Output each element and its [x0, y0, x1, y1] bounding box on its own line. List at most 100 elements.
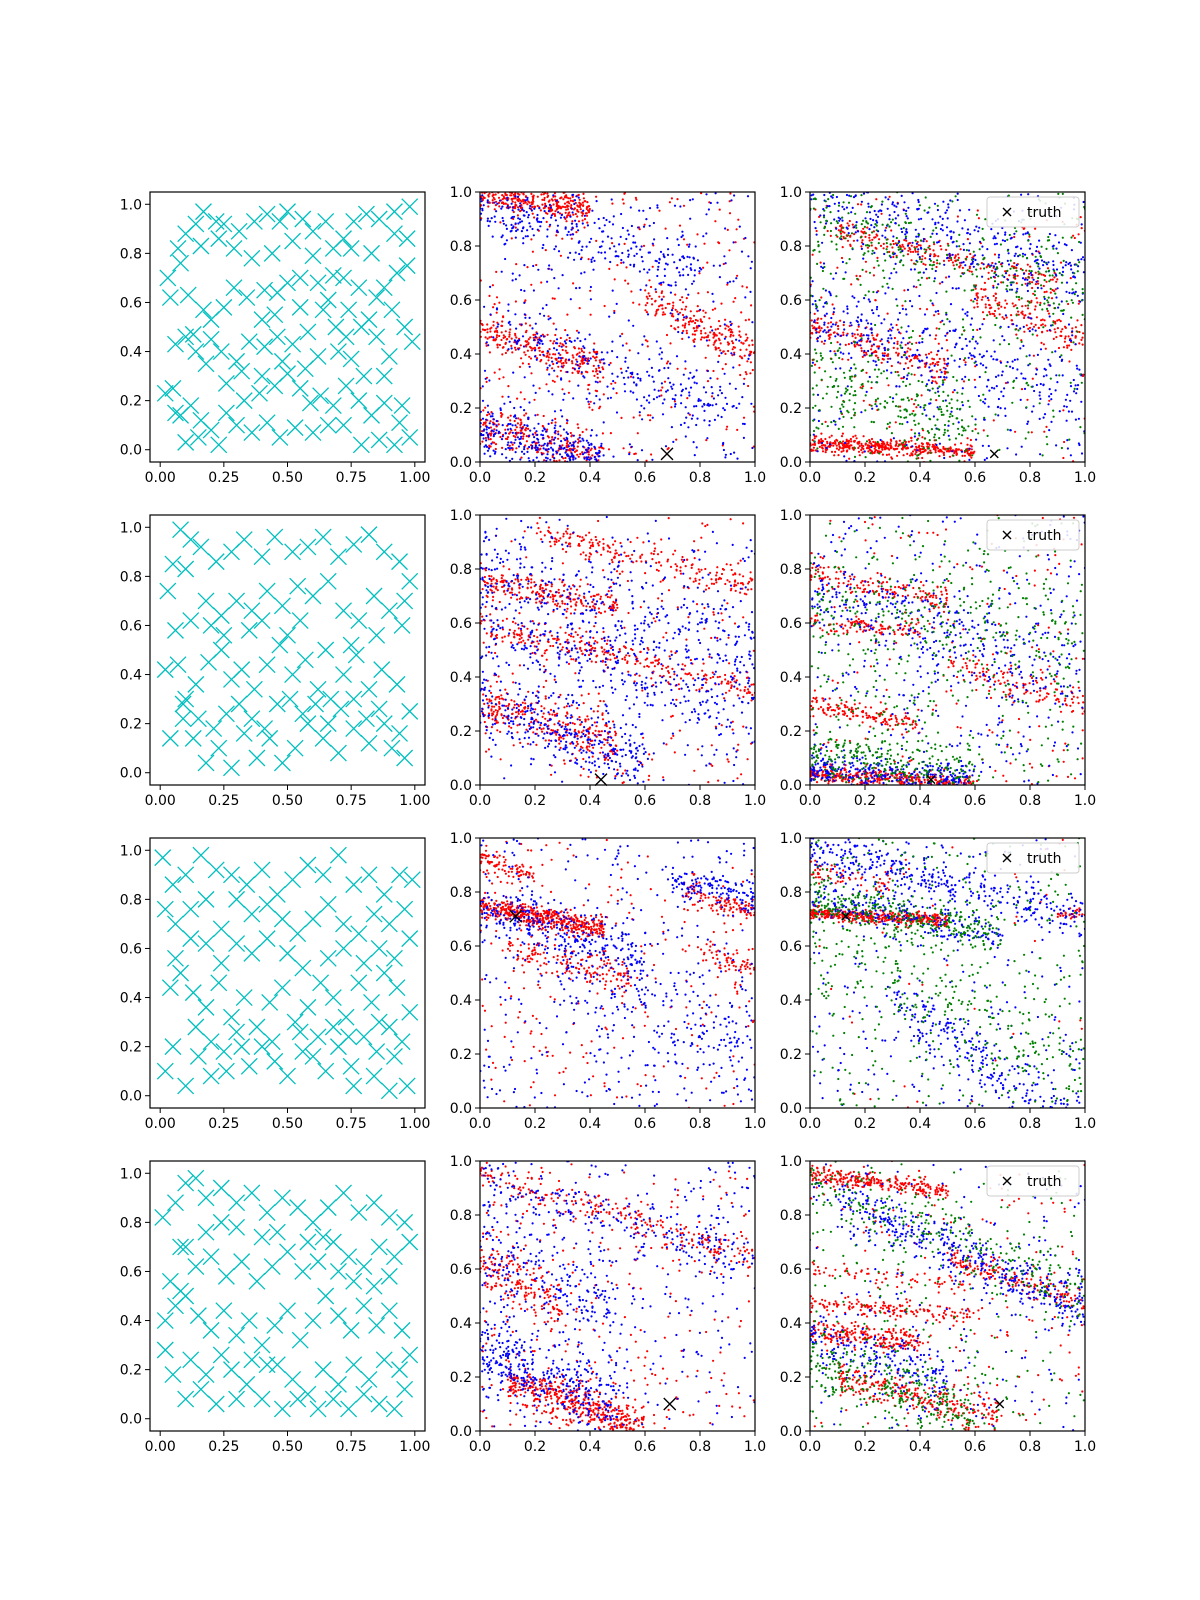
scatter-point — [531, 433, 535, 436]
scatter-point — [1001, 274, 1004, 277]
scatter-point — [1034, 305, 1037, 308]
scatter-point — [571, 211, 574, 214]
scatter-point — [1027, 193, 1030, 196]
scatter-point — [589, 298, 593, 301]
scatter-point — [1060, 281, 1064, 284]
scatter-point — [965, 255, 969, 258]
scatter-point — [510, 447, 513, 450]
scatter-point — [616, 375, 619, 378]
scatter-point — [504, 351, 507, 355]
scatter-point — [1078, 261, 1081, 264]
scatter-point — [1027, 327, 1030, 330]
scatter-point — [487, 447, 491, 450]
scatter-point — [981, 227, 984, 230]
scatter-point — [947, 244, 950, 247]
scatter-point — [489, 438, 492, 441]
scatter-point — [496, 325, 499, 328]
scatter-point — [880, 442, 883, 445]
scatter-point — [681, 234, 684, 237]
scatter-point — [370, 431, 388, 449]
scatter-point — [871, 334, 874, 337]
scatter-point — [662, 295, 665, 298]
scatter-point — [896, 342, 899, 345]
scatter-point — [583, 214, 587, 217]
scatter-point — [812, 178, 814, 180]
scatter-point — [994, 375, 998, 378]
scatter-point — [509, 323, 512, 326]
scatter-point — [928, 258, 931, 261]
scatter-point — [813, 220, 816, 224]
scatter-point — [927, 379, 930, 382]
scatter-point — [910, 439, 913, 442]
scatter-point — [580, 272, 583, 275]
scatter-point — [615, 411, 619, 414]
scatter-point — [385, 436, 403, 454]
scatter-point — [728, 212, 732, 215]
scatter-point — [498, 301, 501, 304]
scatter-point — [942, 366, 946, 369]
scatter-point — [518, 218, 522, 221]
scatter-point — [502, 376, 505, 379]
scatter-point — [545, 355, 548, 358]
scatter-point — [840, 334, 843, 337]
scatter-point — [829, 229, 833, 233]
scatter-point — [822, 170, 824, 172]
scatter-point — [973, 306, 976, 309]
scatter-point — [842, 331, 845, 334]
scatter-point — [896, 340, 899, 343]
scatter-point — [954, 443, 957, 446]
scatter-point — [530, 238, 533, 241]
scatter-point — [490, 429, 494, 432]
scatter-point — [526, 198, 529, 201]
scatter-point — [638, 228, 641, 231]
scatter-point — [527, 216, 530, 219]
scatter-point — [541, 333, 545, 336]
scatter-point — [1067, 302, 1070, 306]
scatter-point — [202, 330, 220, 348]
scatter-point — [1024, 253, 1027, 256]
scatter-point — [563, 216, 566, 219]
scatter-point — [592, 348, 595, 351]
scatter-point — [643, 335, 646, 338]
scatter-point — [838, 219, 841, 222]
scatter-point — [585, 428, 588, 431]
scatter-point — [541, 464, 543, 466]
subplot-r0-c2: 0.0 0.2 0.4 0.6 0.8 1.00.00.20.40.60.81.0trut… — [780, 170, 1096, 486]
scatter-point — [584, 359, 587, 362]
scatter-point — [243, 249, 261, 267]
scatter-point — [524, 340, 527, 343]
scatter-point — [1011, 302, 1014, 305]
scatter-point — [845, 334, 848, 337]
scatter-point — [540, 281, 543, 284]
scatter-point — [524, 322, 528, 325]
scatter-point — [946, 349, 949, 352]
scatter-point — [532, 333, 535, 336]
scatter-point — [729, 333, 733, 336]
scatter-point — [828, 436, 831, 439]
scatter-point — [692, 441, 695, 444]
scatter-point — [509, 194, 512, 197]
scatter-point — [940, 371, 943, 374]
scatter-point — [975, 268, 978, 271]
scatter-point — [742, 416, 746, 419]
scatter-point — [956, 259, 960, 262]
scatter-point — [1031, 281, 1034, 284]
scatter-point — [897, 361, 900, 364]
scatter-point — [739, 348, 742, 351]
plot-area — [810, 170, 1085, 462]
scatter-point — [682, 204, 686, 207]
scatter-point — [723, 337, 727, 340]
scatter-point — [843, 231, 846, 234]
scatter-point — [1042, 273, 1045, 277]
scatter-point — [566, 370, 569, 374]
scatter-point — [1035, 373, 1038, 376]
scatter-point — [614, 381, 617, 384]
scatter-point — [525, 440, 529, 443]
scatter-point — [501, 201, 504, 204]
scatter-point — [968, 447, 971, 450]
scatter-point — [1070, 268, 1073, 271]
scatter-point — [650, 297, 653, 300]
scatter-point — [884, 445, 887, 448]
scatter-point — [998, 301, 1001, 304]
scatter-point — [585, 456, 588, 459]
